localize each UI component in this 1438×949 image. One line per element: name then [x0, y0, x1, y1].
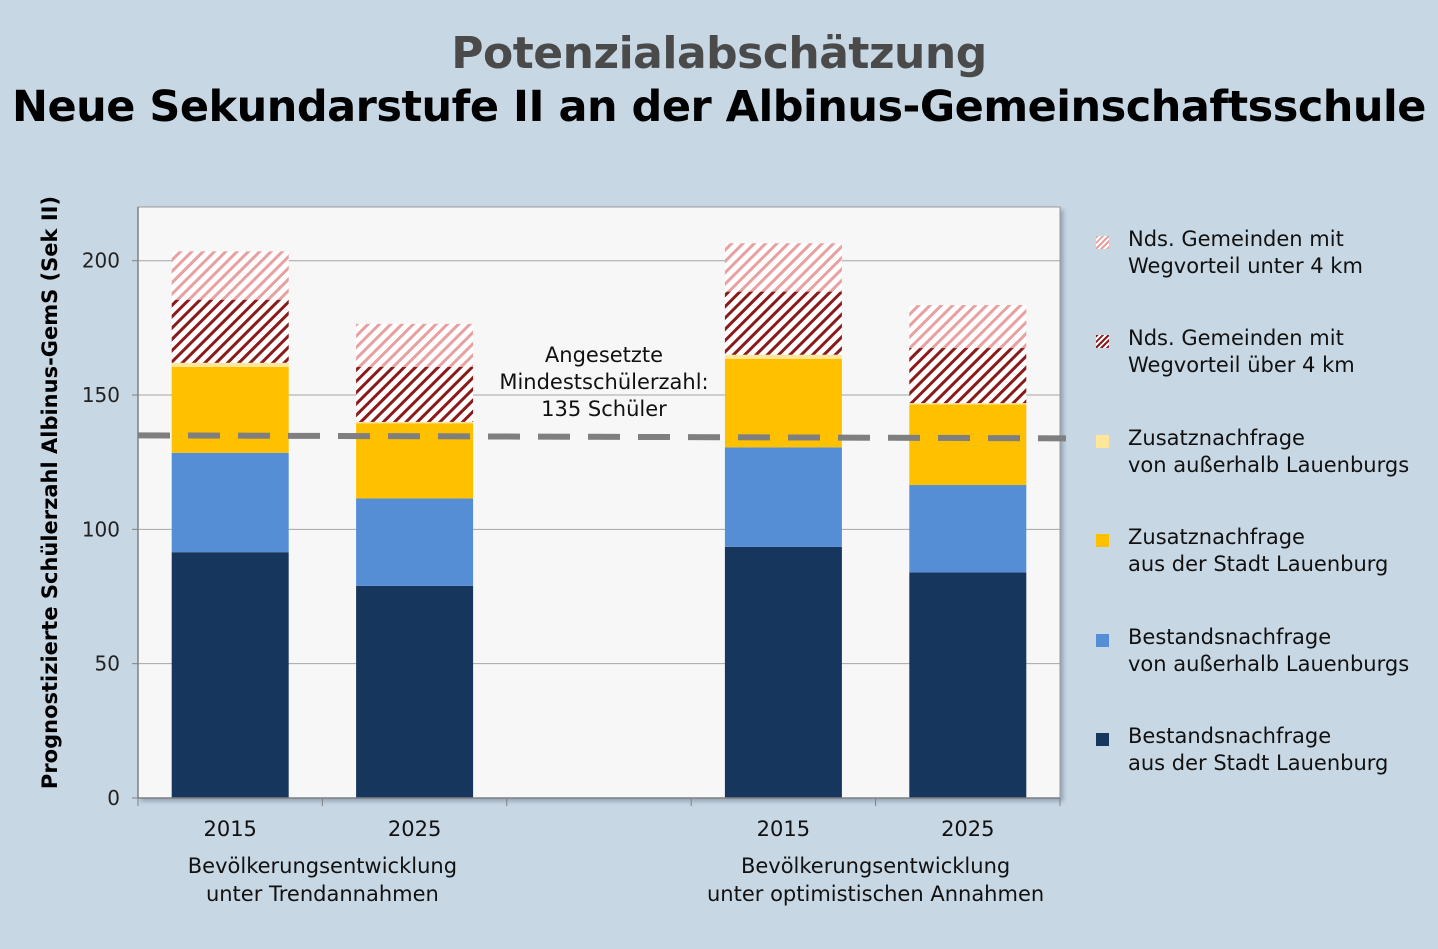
y-tick-label: 100: [82, 517, 120, 541]
legend-label: Bestandsnachfrage aus der Stadt Lauenburg: [1128, 724, 1389, 775]
bar-segment: [171, 552, 289, 798]
bar-segment: [909, 305, 1027, 349]
bar-segment: [356, 421, 474, 424]
bar-segment: [171, 366, 289, 453]
plot-area: [137, 206, 1061, 799]
legend-label: Bestandsnachfrage von außerhalb Lauenburg…: [1128, 625, 1410, 676]
bar-segment: [909, 485, 1027, 573]
x-tick-label: 2015: [757, 817, 810, 841]
bar-segment: [171, 251, 289, 300]
group-label-line1: Bevölkerungsentwicklung: [741, 854, 1010, 878]
legend-swatch: [1096, 236, 1109, 249]
legend-swatch: [1096, 733, 1109, 746]
bar-segment: [724, 447, 842, 547]
bar-segment: [909, 348, 1027, 404]
bar-segment: [356, 366, 474, 422]
threshold-line: [137, 432, 1067, 442]
bar-segment: [171, 299, 289, 363]
x-tick-label: 2025: [941, 817, 994, 841]
legend-swatch: [1096, 335, 1109, 348]
legend-label: Nds. Gemeinden mit Wegvorteil unter 4 km: [1128, 227, 1363, 278]
bar-segment: [356, 498, 474, 586]
threshold-label: Mindestschülerzahl:: [499, 370, 708, 394]
y-tick-label: 50: [95, 652, 120, 676]
x-tick-label: 2025: [388, 817, 441, 841]
chart-subtitle: Neue Sekundarstufe II an der Albinus-Gem…: [12, 82, 1426, 132]
x-tick-label: 2015: [203, 817, 256, 841]
legend-swatch: [1096, 534, 1109, 547]
bar-segment: [909, 404, 1027, 486]
group-label-line2: unter optimistischen Annahmen: [707, 882, 1044, 906]
y-axis-label: Prognostizierte Schülerzahl Albinus-GemS…: [38, 196, 62, 789]
legend-label: Zusatznachfrage aus der Stadt Lauenburg: [1128, 525, 1389, 576]
y-tick-label: 0: [107, 786, 120, 810]
y-tick-label: 150: [82, 383, 120, 407]
bar-segment: [171, 452, 289, 553]
bar-segment: [356, 323, 474, 367]
legend-swatch: [1096, 634, 1109, 647]
threshold-label: Angesetzte: [545, 343, 663, 367]
group-label-line1: Bevölkerungsentwicklung: [188, 854, 457, 878]
legend-label: Zusatznachfrage von außerhalb Lauenburgs: [1128, 426, 1410, 477]
group-label-line2: unter Trendannahmen: [206, 882, 439, 906]
bar-segment: [724, 358, 842, 448]
bar-segment: [724, 291, 842, 355]
bar-segment: [909, 403, 1027, 405]
chart-title: Potenzialabschätzung: [451, 28, 987, 79]
threshold-label: 135 Schüler: [541, 397, 667, 421]
bar-segment: [171, 362, 289, 367]
y-tick-label: 200: [82, 249, 120, 273]
bar-segment: [909, 572, 1027, 798]
bar-segment: [724, 546, 842, 798]
legend-label: Nds. Gemeinden mit Wegvorteil über 4 km: [1128, 326, 1355, 377]
legend-swatch: [1096, 435, 1109, 448]
bar-segment: [724, 243, 842, 292]
bar-segment: [724, 354, 842, 359]
bar-segment: [356, 585, 474, 798]
